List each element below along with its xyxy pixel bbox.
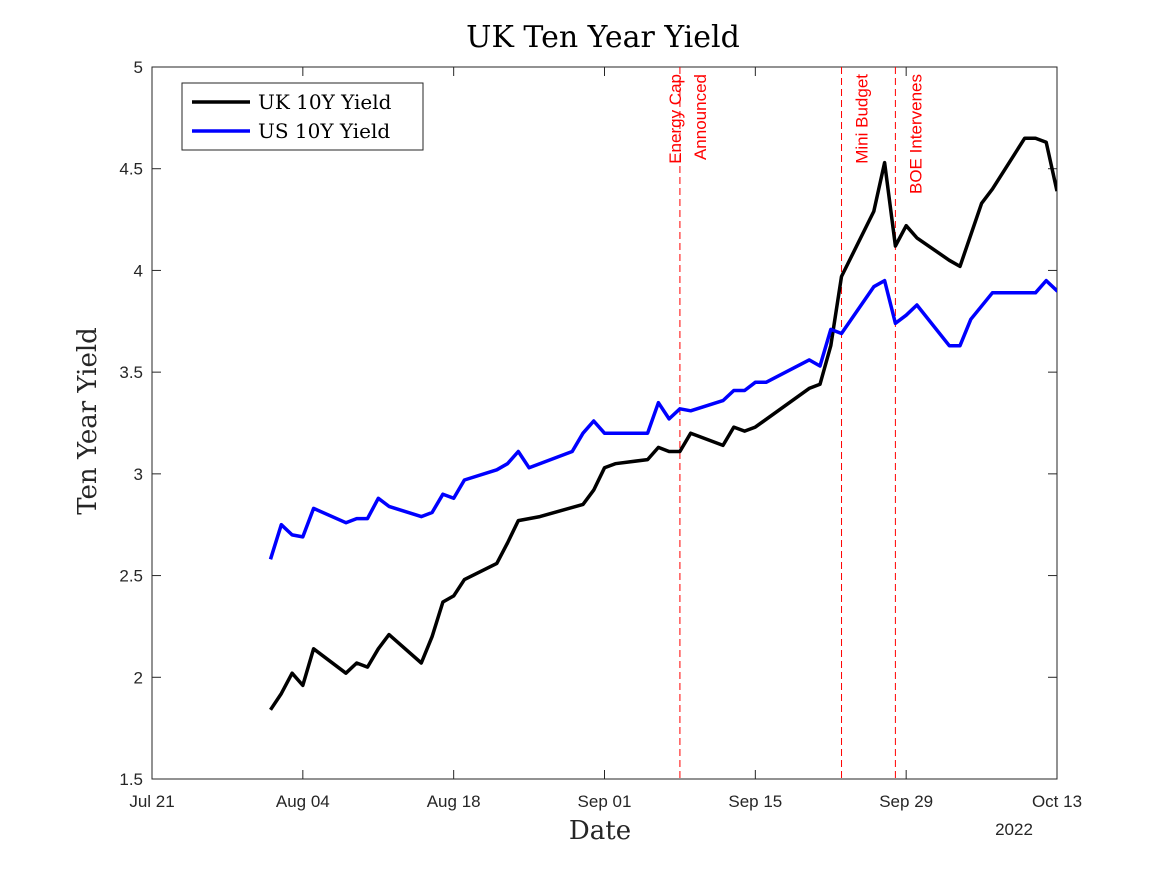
chart-title: UK Ten Year Yield bbox=[466, 20, 740, 55]
x-tick-label-3: Sep 01 bbox=[578, 792, 632, 811]
y-tick-label-6: 4.5 bbox=[119, 160, 143, 179]
y-tick-label-4: 3.5 bbox=[119, 363, 143, 382]
x-tick-label-6: Oct 13 bbox=[1032, 792, 1082, 811]
plot-area: Jul 21 Aug 04 Aug 18 Sep 01 Sep 15 Sep 29 Oct … bbox=[119, 58, 1082, 811]
legend: UK 10Y Yield US 10Y Yield bbox=[181, 82, 424, 151]
series-line-0 bbox=[269, 136, 1057, 711]
y-tick-label-1: 2 bbox=[134, 668, 143, 687]
plot-frame bbox=[151, 66, 1058, 780]
x-tick-label-0: Jul 21 bbox=[129, 792, 174, 811]
y-tick-label-7: 5 bbox=[134, 58, 143, 77]
y-tick-label-2: 2.5 bbox=[119, 567, 143, 586]
y-axis-label: Ten Year Yield bbox=[73, 327, 103, 515]
x-tick-label-4: Sep 15 bbox=[728, 792, 782, 811]
event-label-0-0: Energy Cap bbox=[666, 74, 685, 164]
series-line-1 bbox=[268, 278, 1057, 560]
legend-label-0: UK 10Y Yield bbox=[258, 90, 392, 114]
event-label-2-0: BOE Intervenes bbox=[906, 74, 925, 194]
legend-box bbox=[181, 82, 424, 151]
x-tick-label-5: Sep 29 bbox=[879, 792, 933, 811]
y-tick-label-5: 4 bbox=[134, 261, 143, 280]
event-label-0-1: Announced bbox=[691, 74, 710, 160]
legend-label-1: US 10Y Yield bbox=[258, 119, 390, 143]
x-axis-label: Date bbox=[569, 816, 631, 846]
x-tick-label-1: Aug 04 bbox=[276, 792, 330, 811]
x-tick-label-2: Aug 18 bbox=[427, 792, 481, 811]
year-label: 2022 bbox=[995, 820, 1033, 839]
y-tick-label-3: 3 bbox=[134, 465, 143, 484]
event-label-1-0: Mini Budget bbox=[853, 74, 872, 164]
y-tick-label-0: 1.5 bbox=[119, 770, 143, 789]
